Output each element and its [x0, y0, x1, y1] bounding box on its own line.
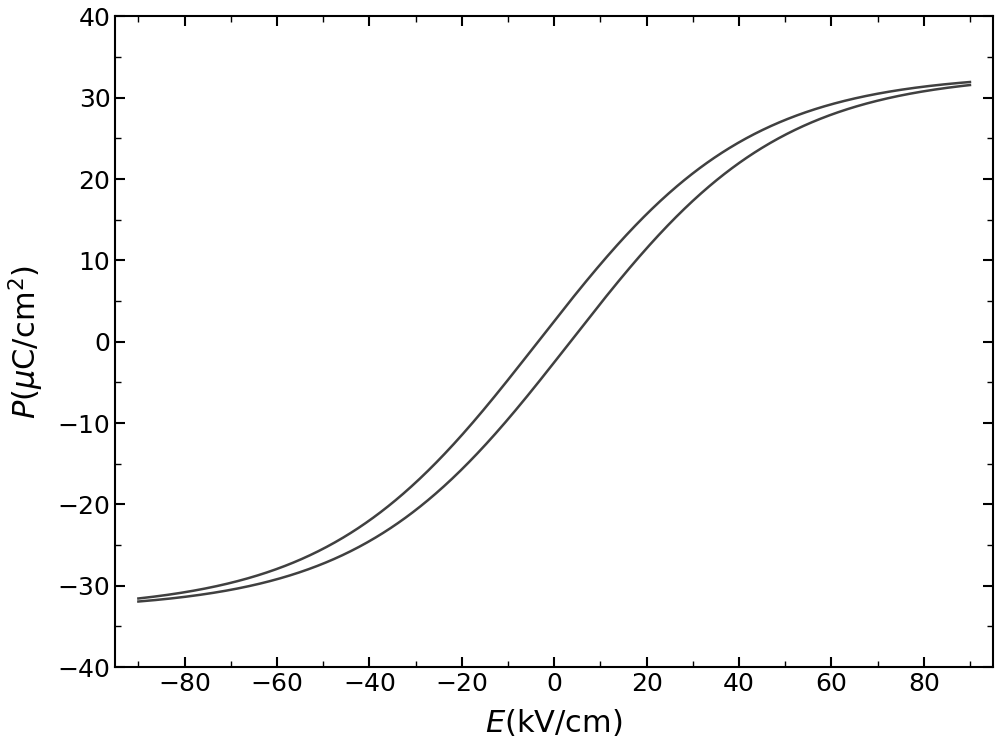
Y-axis label: $P$($\mu$C/cm$^2$): $P$($\mu$C/cm$^2$) [7, 265, 46, 419]
X-axis label: $E$(kV/cm): $E$(kV/cm) [485, 707, 623, 738]
